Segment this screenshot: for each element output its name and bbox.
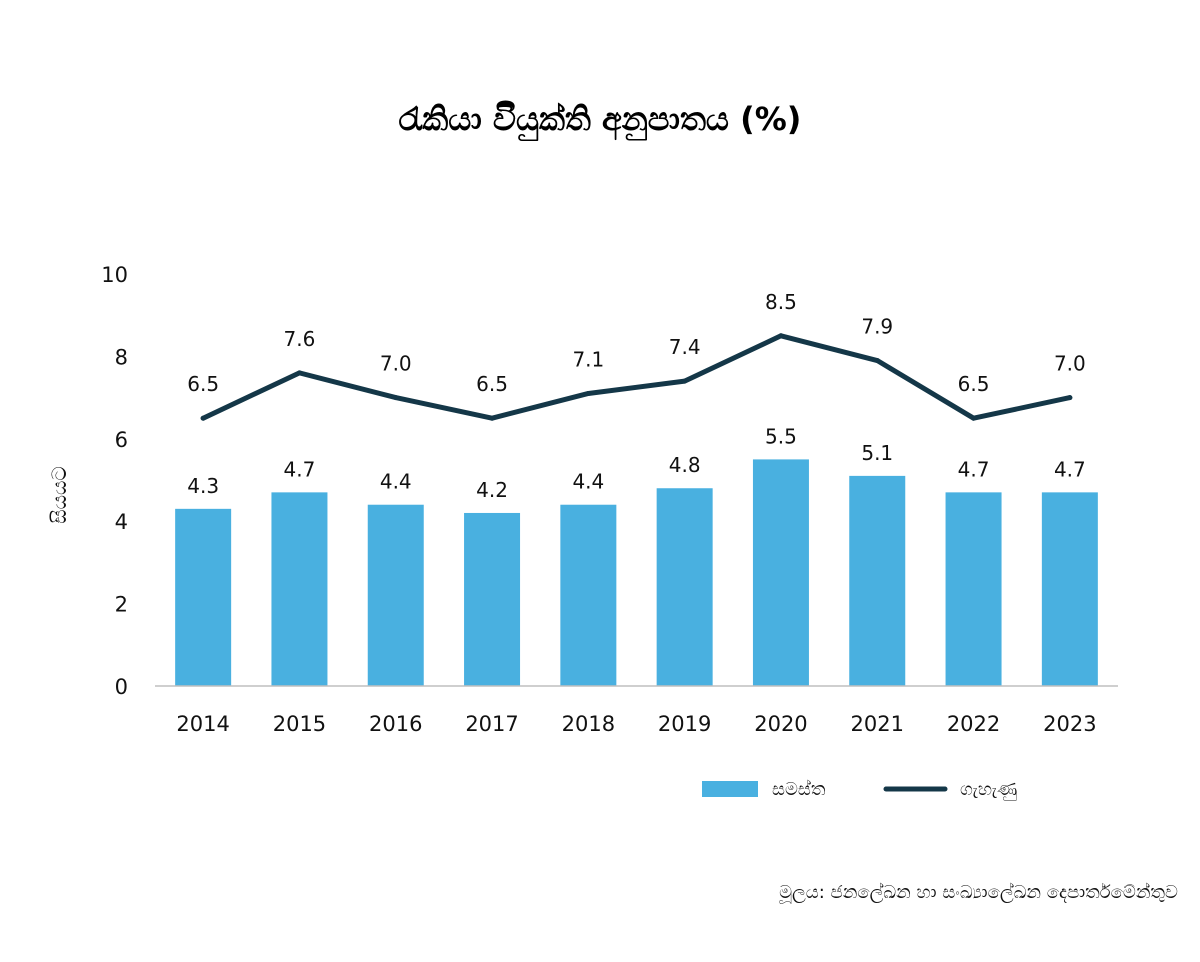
line-point: [1067, 395, 1073, 401]
x-tick-label: 2016: [369, 712, 422, 736]
y-axis-label: සියයට: [47, 466, 71, 524]
source-note: මූලය: ජනලේඛන හා සංඛ්‍යාලේඛන දෙපාර්තමේන්ත…: [779, 882, 1178, 903]
line-data-label: 6.5: [187, 372, 219, 396]
line-data-label: 7.9: [861, 315, 893, 339]
x-axis: 2014 2015 2016 2017 2018 2019 2020 2021 2022 2023: [176, 712, 1096, 736]
x-tick-label: 2017: [465, 712, 518, 736]
bar: [464, 512, 521, 686]
bar: [945, 492, 1002, 686]
line-data-label: 6.5: [476, 372, 508, 396]
bar: [656, 488, 713, 686]
y-tick-label: 2: [115, 593, 128, 617]
bar-data-label: 4.3: [187, 474, 219, 498]
line-point: [296, 370, 302, 376]
legend-label-line: ගැහැණු: [960, 779, 1017, 800]
bar-data-label: 4.4: [380, 470, 412, 494]
bar: [752, 459, 809, 686]
legend-label-bar: සමස්ත: [772, 779, 826, 800]
bar: [271, 492, 328, 686]
line-data-label: 7.1: [572, 347, 604, 371]
y-tick-label: 4: [115, 510, 128, 534]
y-tick-label: 6: [115, 428, 128, 452]
bar-data-label: 5.1: [861, 441, 893, 465]
line-point: [874, 358, 880, 364]
line-point: [200, 415, 206, 421]
bar: [560, 504, 617, 686]
line-series: 6.5 7.6 7.0 6.5 7.1 7.4 8.5 7.9 6.5 7.0: [187, 290, 1086, 421]
line-point: [585, 390, 591, 396]
line-point: [489, 415, 495, 421]
bar-series: 4.3 4.7 4.4 4.2 4.4 4.8 5.5 5.1 4.7 4.7: [175, 424, 1098, 686]
bar-data-label: 4.2: [476, 478, 508, 502]
bar-data-label: 5.5: [765, 424, 797, 448]
x-tick-label: 2014: [176, 712, 229, 736]
x-tick-label: 2023: [1043, 712, 1096, 736]
x-tick-label: 2022: [947, 712, 1000, 736]
y-axis: 0 2 4 6 8 10: [101, 263, 128, 699]
bar-data-label: 4.4: [572, 470, 604, 494]
line-data-label: 7.4: [669, 335, 701, 359]
bar-data-label: 4.7: [958, 457, 990, 481]
line-point: [778, 333, 784, 339]
bar: [1041, 492, 1098, 686]
line-data-label: 7.6: [284, 327, 316, 351]
line-data-label: 8.5: [765, 290, 797, 314]
bar: [367, 504, 424, 686]
y-tick-label: 8: [115, 345, 128, 369]
x-tick-label: 2020: [754, 712, 807, 736]
series-line: [200, 333, 1073, 421]
x-tick-label: 2015: [273, 712, 326, 736]
line-point: [393, 395, 399, 401]
line-data-label: 7.0: [1054, 352, 1086, 376]
y-tick-label: 10: [101, 263, 128, 287]
line-data-label: 7.0: [380, 352, 412, 376]
line-point: [682, 378, 688, 384]
bar-data-label: 4.7: [284, 457, 316, 481]
line-data-label: 6.5: [958, 372, 990, 396]
bar-data-label: 4.7: [1054, 457, 1086, 481]
bar: [849, 475, 906, 686]
chart-title: රැකියා විියුක්ති අනුපාතය (%): [398, 100, 802, 138]
x-tick-label: 2018: [562, 712, 615, 736]
bar-data-label: 4.8: [669, 453, 701, 477]
y-tick-label: 0: [115, 675, 128, 699]
x-tick-label: 2019: [658, 712, 711, 736]
bar: [175, 508, 232, 686]
x-tick-label: 2021: [851, 712, 904, 736]
line-point: [971, 415, 977, 421]
legend: සමස්ත ගැහැණු: [702, 779, 1017, 800]
legend-swatch-bar: [702, 781, 758, 797]
